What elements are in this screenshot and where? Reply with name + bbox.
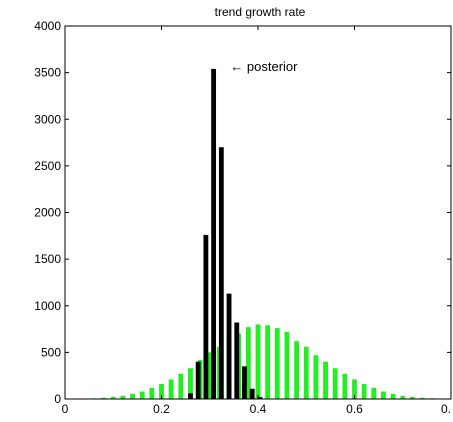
prior-bar <box>313 355 318 399</box>
x-tick-label: 0.6 <box>346 402 363 416</box>
posterior-bar <box>242 366 247 399</box>
prior-bar <box>265 325 270 399</box>
posterior-bar <box>188 393 193 399</box>
y-tick-label: 4000 <box>34 19 61 33</box>
y-tick-label: 0 <box>54 392 61 406</box>
x-tick-label: 0. <box>441 402 451 416</box>
y-tick-label: 1000 <box>34 299 61 313</box>
annotation-layer: ← posterior <box>230 59 298 74</box>
posterior-bar <box>227 294 232 399</box>
prior-bar <box>371 388 376 399</box>
prior-bar <box>381 392 386 399</box>
prior-bar <box>391 394 396 399</box>
prior-bar <box>342 374 347 399</box>
x-tick-label: 0 <box>62 402 69 416</box>
prior-bar <box>333 368 338 399</box>
x-tick-label: 0.4 <box>250 402 267 416</box>
chart-title: trend growth rate <box>215 5 306 19</box>
y-tick-label: 500 <box>41 345 61 359</box>
posterior-bar <box>250 389 255 399</box>
y-axis: 0 500 1000 1500 2000 2500 3000 3500 4000 <box>34 19 451 406</box>
y-tick-label: 3000 <box>34 112 61 126</box>
prior-bar <box>256 324 261 399</box>
prior-bar <box>304 347 309 399</box>
posterior-bar <box>196 362 201 399</box>
prior-bar <box>285 332 290 399</box>
prior-bar <box>149 388 154 399</box>
prior-bar <box>169 379 174 399</box>
y-tick-label: 1500 <box>34 252 61 266</box>
posterior-bar <box>203 235 208 399</box>
posterior-bar <box>219 147 224 399</box>
prior-bar <box>178 374 183 399</box>
prior-bar <box>362 384 367 399</box>
x-tick-label: 0.2 <box>153 402 170 416</box>
posterior-bar <box>211 69 216 399</box>
prior-bar <box>294 341 299 399</box>
prior-bar <box>140 392 145 399</box>
y-tick-label: 2000 <box>34 206 61 220</box>
y-tick-label: 3500 <box>34 66 61 80</box>
prior-bar <box>323 362 328 399</box>
posterior-annotation: ← posterior <box>230 59 298 74</box>
y-tick-label: 2500 <box>34 159 61 173</box>
prior-bar <box>275 328 280 399</box>
posterior-bar <box>234 323 239 399</box>
prior-bar <box>130 394 135 399</box>
bars-layer <box>65 69 451 399</box>
